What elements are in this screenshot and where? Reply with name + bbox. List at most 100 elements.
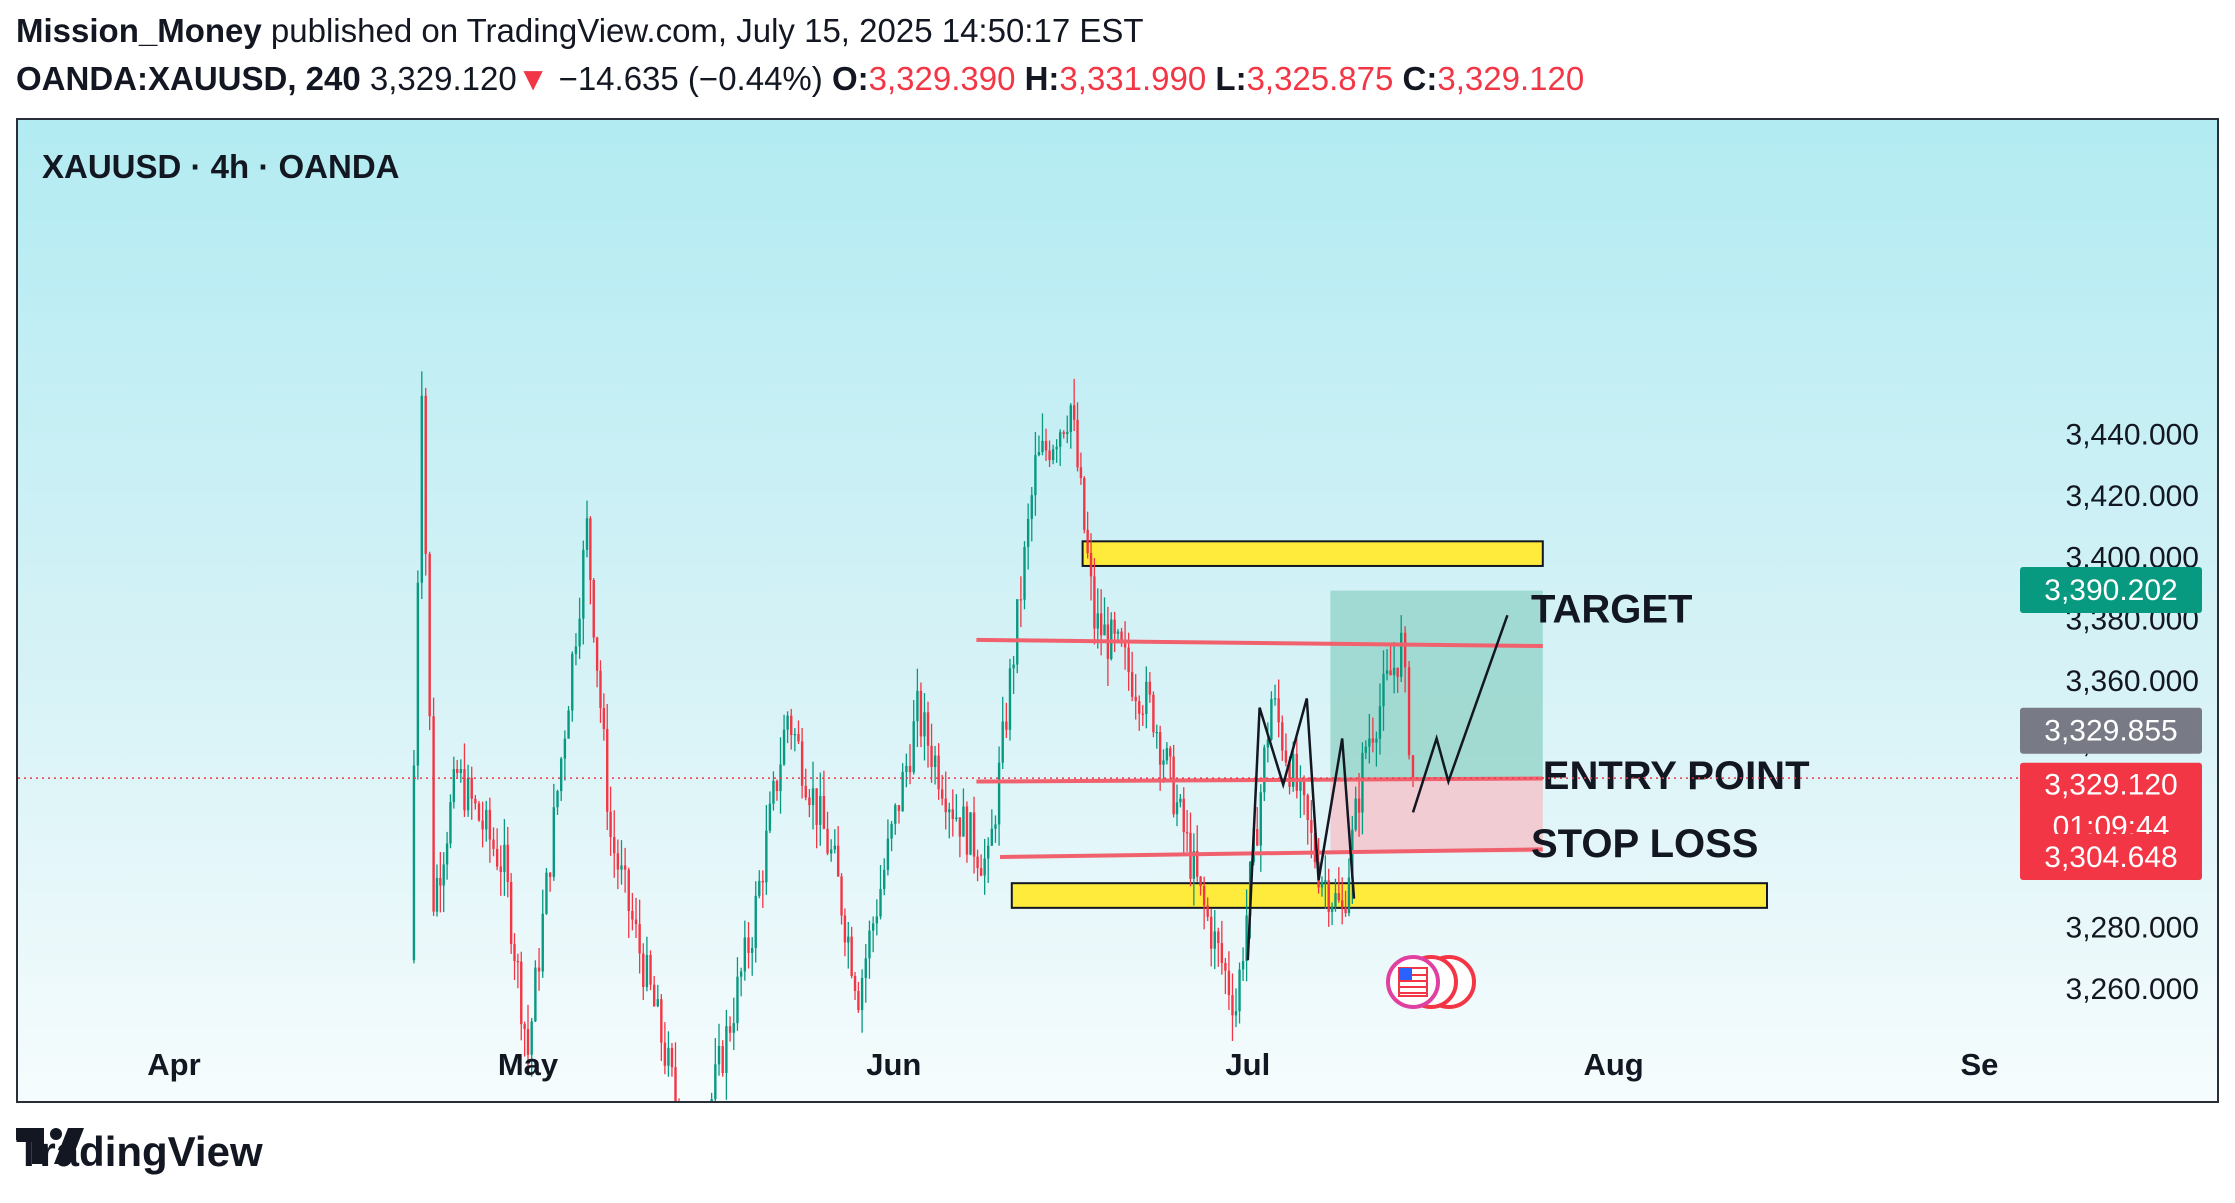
candle-body xyxy=(1320,881,1324,888)
candle-body xyxy=(592,579,595,638)
open-label: O: xyxy=(831,60,869,97)
candle-body xyxy=(990,828,994,846)
candle-body xyxy=(843,915,847,943)
last-price: 3,329.120 xyxy=(369,60,517,97)
candle-body xyxy=(937,755,940,790)
y-tick-label: 3,420.000 xyxy=(2066,480,2199,513)
price-label-box xyxy=(2020,834,2202,881)
candle-body xyxy=(537,967,541,972)
candle-body xyxy=(416,582,420,766)
candle-body xyxy=(1354,798,1357,830)
y-tick-label: 3,280.000 xyxy=(2066,911,2199,944)
candle-body xyxy=(559,758,563,792)
price-chart[interactable]: TARGET ENTRY POINT STOP LOSS 3,260.000 3,280… xyxy=(18,120,2217,1101)
candle-body xyxy=(804,785,807,798)
candle-body xyxy=(1306,795,1309,821)
candle-body xyxy=(456,769,459,774)
candle-body xyxy=(477,803,481,821)
candle-body xyxy=(919,690,923,737)
candle-body xyxy=(674,1067,677,1101)
high-value: 3,331.990 xyxy=(1059,60,1207,97)
candle-body xyxy=(1037,452,1041,456)
candle-body xyxy=(732,1023,735,1033)
candle-body xyxy=(1231,995,1234,1016)
candle-body xyxy=(589,518,592,580)
author-name[interactable]: Mission_Money xyxy=(16,12,262,49)
candle-body xyxy=(1130,672,1134,697)
candle-body xyxy=(894,805,897,824)
candle-body xyxy=(751,947,754,953)
level-label: ENTRY POINT xyxy=(1543,754,1810,798)
candle-body xyxy=(452,769,456,803)
candle-body xyxy=(926,712,930,746)
candle-body xyxy=(969,812,972,855)
candle-body xyxy=(1093,576,1096,629)
candle-body xyxy=(800,741,804,786)
candle-body xyxy=(1213,931,1216,949)
candle-body xyxy=(815,788,818,825)
chart-legend[interactable]: XAUUSD · 4h · OANDA xyxy=(42,148,400,185)
chart-frame[interactable]: TARGET ENTRY POINT STOP LOSS 3,260.000 3,280… xyxy=(16,118,2219,1103)
tradingview-logo[interactable]: TradingView xyxy=(16,1128,263,1176)
candle-body xyxy=(548,872,552,877)
candle-body xyxy=(850,936,853,977)
candle-body xyxy=(1165,748,1169,761)
ohlc-line: OANDA:XAUUSD, 240 3,329.120▼ −14.635 (−0… xyxy=(16,60,1584,98)
candle-body xyxy=(492,839,495,849)
candle-body xyxy=(979,868,983,876)
candle-body xyxy=(948,809,951,813)
published-text: published on TradingView.com, July 15, 2… xyxy=(270,12,1144,49)
candle-body xyxy=(463,769,466,811)
candle-body xyxy=(481,820,484,830)
candle-body xyxy=(793,734,797,736)
candle-body xyxy=(571,653,574,711)
candle-body xyxy=(916,690,919,722)
level-label: STOP LOSS xyxy=(1531,822,1758,866)
candle-body xyxy=(1295,753,1299,791)
candle-body xyxy=(1277,698,1280,723)
candle-body xyxy=(1224,963,1227,971)
candle-body xyxy=(883,869,886,889)
candle-body xyxy=(739,971,743,977)
candle-body xyxy=(1327,880,1330,912)
candle-body xyxy=(912,721,915,773)
candle-body xyxy=(1016,599,1019,665)
candle-body xyxy=(790,715,793,736)
candle-body xyxy=(1005,721,1008,730)
candle-body xyxy=(1127,647,1130,673)
candle-body xyxy=(1134,696,1137,702)
candle-body xyxy=(743,937,747,972)
candle-body xyxy=(1123,643,1127,648)
candle-body xyxy=(761,880,765,883)
candle-body xyxy=(523,1024,526,1030)
candle-body xyxy=(1069,405,1072,432)
y-tick-label: 3,440.000 xyxy=(2066,419,2199,452)
candle-body xyxy=(908,765,912,773)
tradingview-logo-icon xyxy=(16,1128,84,1164)
candle-body xyxy=(1062,432,1065,435)
candle-body xyxy=(1220,943,1224,964)
candle-body xyxy=(670,1047,674,1068)
candle-body xyxy=(616,853,620,870)
candle-body xyxy=(1175,802,1179,815)
candle-body xyxy=(412,765,416,961)
candle-body xyxy=(819,796,822,825)
candle-body xyxy=(1371,738,1375,743)
candle-body xyxy=(933,755,937,768)
candle-body xyxy=(424,395,427,554)
candle-body xyxy=(495,848,499,867)
us-flag-canton xyxy=(1399,968,1412,980)
candle-body xyxy=(432,716,435,912)
candle-body xyxy=(1012,664,1015,669)
candle-body xyxy=(445,843,449,865)
candle-body xyxy=(1110,619,1113,659)
level-line xyxy=(976,637,1543,649)
candle-body xyxy=(1299,778,1302,791)
candle-body xyxy=(1302,778,1306,796)
candle-body xyxy=(997,762,1001,825)
y-tick-label: 3,260.000 xyxy=(2066,973,2199,1006)
candle-body xyxy=(836,845,840,877)
candle-body xyxy=(1344,907,1347,914)
stop-zone xyxy=(1330,778,1543,853)
candle-body xyxy=(1396,667,1399,677)
